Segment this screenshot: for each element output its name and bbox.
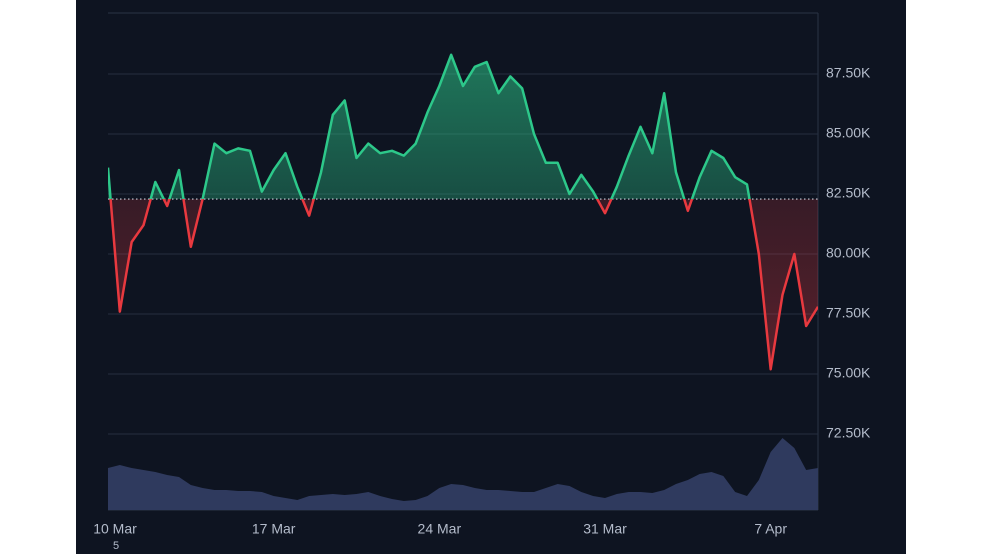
y-tick-label: 75.00K	[826, 365, 871, 381]
y-tick-label: 82.50K	[826, 185, 871, 201]
x-tick-label: 31 Mar	[583, 521, 627, 537]
volume-area	[108, 438, 818, 510]
area-up	[108, 54, 818, 200]
footnote: 5	[113, 540, 119, 552]
line-up	[108, 53, 751, 200]
x-tick-label: 7 Apr	[754, 521, 787, 537]
x-tick-label: 17 Mar	[252, 521, 296, 537]
x-tick-label: 24 Mar	[418, 521, 462, 537]
y-tick-label: 72.50K	[826, 425, 871, 441]
y-tick-label: 77.50K	[826, 305, 871, 321]
y-tick-label: 85.00K	[826, 125, 871, 141]
x-tick-label: 10 Mar	[93, 521, 137, 537]
y-tick-label: 80.00K	[826, 245, 871, 261]
y-tick-label: 87.50K	[826, 65, 871, 81]
